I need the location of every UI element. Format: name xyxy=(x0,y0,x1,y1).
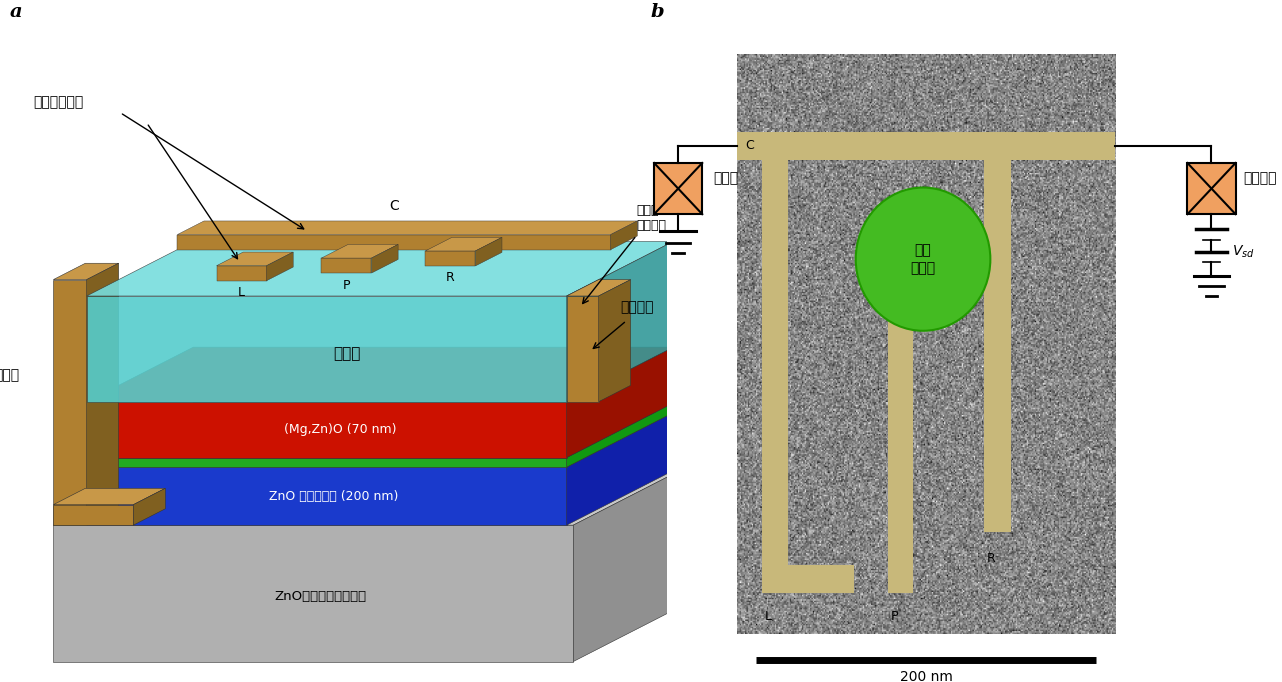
Polygon shape xyxy=(54,471,679,525)
Text: 量子
ドット: 量子 ドット xyxy=(910,243,936,276)
Polygon shape xyxy=(322,244,399,258)
Text: C: C xyxy=(390,198,399,213)
Bar xyxy=(762,565,855,593)
Bar xyxy=(762,160,788,593)
Polygon shape xyxy=(87,402,567,458)
Text: P: P xyxy=(342,278,350,291)
Polygon shape xyxy=(599,280,631,402)
Text: R: R xyxy=(446,271,455,284)
Polygon shape xyxy=(54,525,573,662)
Bar xyxy=(1187,163,1236,214)
Bar xyxy=(985,160,1010,532)
Polygon shape xyxy=(267,252,294,281)
Polygon shape xyxy=(87,413,673,467)
Text: ソース: ソース xyxy=(0,368,19,382)
Text: チタン金電極: チタン金電極 xyxy=(33,95,83,109)
Bar xyxy=(654,163,703,214)
Text: ソース: ソース xyxy=(713,171,738,186)
Polygon shape xyxy=(426,251,476,266)
Polygon shape xyxy=(372,244,399,273)
Text: 二次元
電子ガス: 二次元 電子ガス xyxy=(637,204,667,233)
Polygon shape xyxy=(573,471,679,662)
Polygon shape xyxy=(87,403,673,458)
Polygon shape xyxy=(322,258,372,273)
Polygon shape xyxy=(426,237,503,251)
Bar xyxy=(737,132,1115,160)
Polygon shape xyxy=(87,263,119,525)
Polygon shape xyxy=(177,235,610,250)
Text: ZnO バッファ層 (200 nm): ZnO バッファ層 (200 nm) xyxy=(269,490,397,503)
Polygon shape xyxy=(567,413,673,525)
Polygon shape xyxy=(87,467,567,525)
Text: C: C xyxy=(745,139,754,153)
Circle shape xyxy=(856,188,991,331)
Text: ドレイン: ドレイン xyxy=(620,300,654,314)
Polygon shape xyxy=(567,347,673,458)
Polygon shape xyxy=(133,488,165,525)
Polygon shape xyxy=(610,221,637,250)
Polygon shape xyxy=(567,403,673,467)
Polygon shape xyxy=(87,241,673,296)
Text: L: L xyxy=(238,286,245,299)
Polygon shape xyxy=(54,263,119,280)
Polygon shape xyxy=(567,241,673,402)
Polygon shape xyxy=(567,280,631,296)
Text: ZnO（酸化亜邉）基板: ZnO（酸化亜邉）基板 xyxy=(274,590,367,604)
Text: 200 nm: 200 nm xyxy=(900,670,953,682)
Polygon shape xyxy=(87,296,567,402)
Bar xyxy=(888,307,914,593)
Text: a: a xyxy=(10,3,23,21)
Text: b: b xyxy=(651,3,664,21)
Polygon shape xyxy=(217,252,294,266)
Polygon shape xyxy=(217,266,267,281)
Text: 絶縁層: 絶縁層 xyxy=(333,346,360,361)
Polygon shape xyxy=(54,488,165,505)
Polygon shape xyxy=(54,280,87,525)
Polygon shape xyxy=(177,221,637,235)
Text: R: R xyxy=(987,552,996,565)
Polygon shape xyxy=(87,458,567,467)
Text: ドレイン: ドレイン xyxy=(1244,171,1277,186)
Text: L: L xyxy=(764,610,772,623)
Text: P: P xyxy=(891,610,899,623)
Text: (Mg,Zn)O (70 nm): (Mg,Zn)O (70 nm) xyxy=(283,423,396,436)
Polygon shape xyxy=(87,347,673,402)
Text: $V_{sd}$: $V_{sd}$ xyxy=(1232,243,1255,260)
Polygon shape xyxy=(476,237,503,266)
Polygon shape xyxy=(567,296,599,402)
Polygon shape xyxy=(54,505,133,525)
